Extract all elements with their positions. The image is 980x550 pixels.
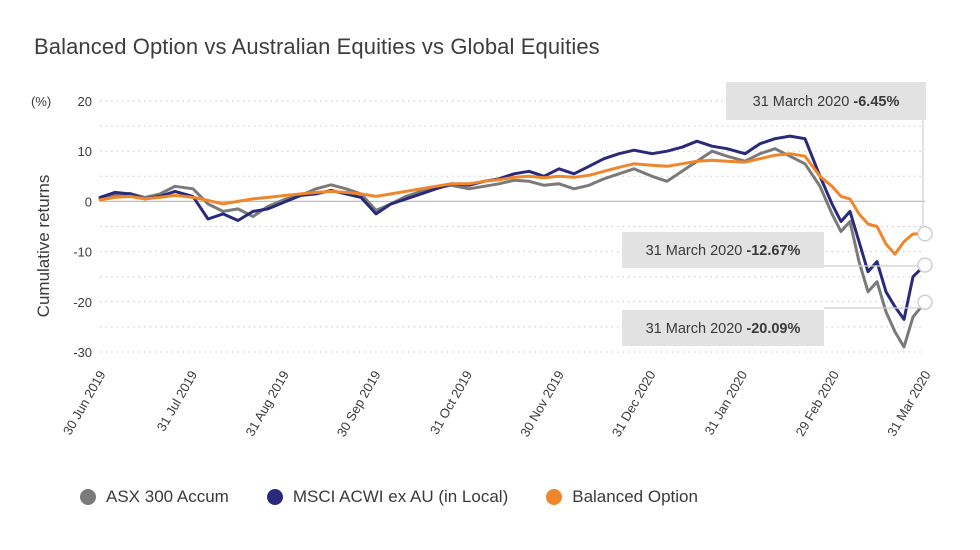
legend-marker-msci <box>266 489 283 505</box>
legend-marker-balanced <box>546 489 563 505</box>
legend-item-msci: MSCI ACWI ex AU (in Local) <box>266 487 509 507</box>
y-axis-unit: (%) <box>31 94 51 109</box>
y-axis: (%) Cumulative returns 20 10 0 -10 -20 -30 <box>31 94 92 360</box>
x-tick-label: 31 Oct 2019 <box>427 368 475 437</box>
x-tick-label: 29 Feb 2020 <box>792 368 841 439</box>
x-tick-label: 30 Sep 2019 <box>334 368 384 439</box>
endpoint-marker-asx <box>917 294 933 311</box>
callout-box-msci <box>622 232 824 268</box>
series-layer <box>98 134 927 349</box>
legend-item-asx: ASX 300 Accum <box>80 487 229 507</box>
callout-label-balanced: 31 March 2020 -6.45% <box>753 94 900 110</box>
x-tick-label: 31 Jul 2019 <box>154 368 201 434</box>
legend: ASX 300 Accum MSCI ACWI ex AU (in Local)… <box>80 487 698 507</box>
series-line-msci <box>98 134 927 321</box>
legend-label-asx: ASX 300 Accum <box>106 487 229 506</box>
callout-box-asx <box>622 310 824 346</box>
y-tick-label: 20 <box>78 94 92 109</box>
series-line-balanced <box>98 152 927 256</box>
x-tick-label: 31 Dec 2020 <box>609 368 659 439</box>
x-tick-label: 31 Jan 2020 <box>701 368 750 437</box>
callouts: 31 March 2020 -6.45% 31 March 2020 -12.67… <box>622 82 933 346</box>
y-tick-label: -30 <box>73 345 92 360</box>
y-tick-label: -20 <box>73 295 92 310</box>
x-axis: 30 Jun 2019 31 Jul 2019 31 Aug 2019 30 Sep … <box>60 368 934 439</box>
callout-label-msci: 31 March 2020 -12.67% <box>646 243 801 259</box>
x-tick-label: 30 Nov 2019 <box>517 368 567 439</box>
y-tick-label: -10 <box>73 245 92 260</box>
endpoint-marker-balanced <box>917 226 933 242</box>
line-chart: (%) Cumulative returns 20 10 0 -10 -20 -30 30… <box>31 82 934 439</box>
legend-label-balanced: Balanced Option <box>572 487 698 506</box>
chart-title: Balanced Option vs Australian Equities v… <box>34 34 600 59</box>
callout-box-balanced <box>726 82 926 120</box>
legend-label-msci: MSCI ACWI ex AU (in Local) <box>292 487 509 506</box>
y-axis-title: Cumulative returns <box>34 175 53 318</box>
x-tick-label: 30 Jun 2019 <box>60 368 109 437</box>
x-tick-label: 31 Mar 2020 <box>884 368 933 439</box>
legend-item-balanced: Balanced Option <box>546 487 698 507</box>
endpoint-marker-msci <box>917 257 933 273</box>
x-tick-label: 31 Aug 2019 <box>242 368 292 439</box>
y-tick-label: 10 <box>78 144 92 159</box>
legend-marker-asx <box>80 489 96 505</box>
y-tick-label: 0 <box>85 194 92 209</box>
callout-label-asx: 31 March 2020 -20.09% <box>646 321 801 337</box>
